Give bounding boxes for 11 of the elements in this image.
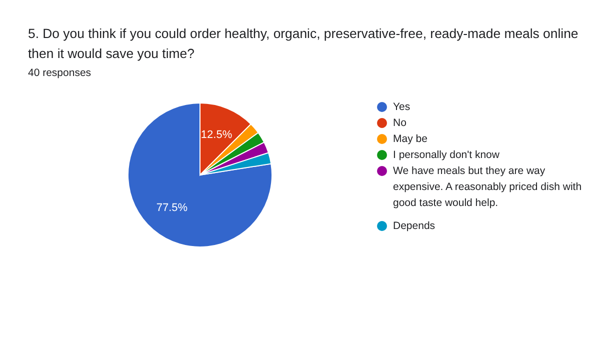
legend-label: No: [393, 116, 407, 129]
legend-label: Yes: [393, 100, 410, 113]
pie-slice: [128, 102, 272, 248]
chart-subtitle: 40 responses: [28, 67, 92, 79]
data-label: 77.5%: [156, 202, 188, 214]
chart-title: 5. Do you think if you could order healthy, organic, preservative-free, ready-made meals online then it would save you time?: [28, 26, 578, 61]
legend-label: Depends: [393, 220, 436, 232]
data-label: 12.5%: [200, 128, 232, 141]
legend-label: May be: [393, 132, 428, 145]
legend-label: I personally don't know: [393, 148, 500, 161]
legend-label: We have meals but they are way expensive. A reasonably priced dish with good taste would help.: [393, 164, 582, 209]
